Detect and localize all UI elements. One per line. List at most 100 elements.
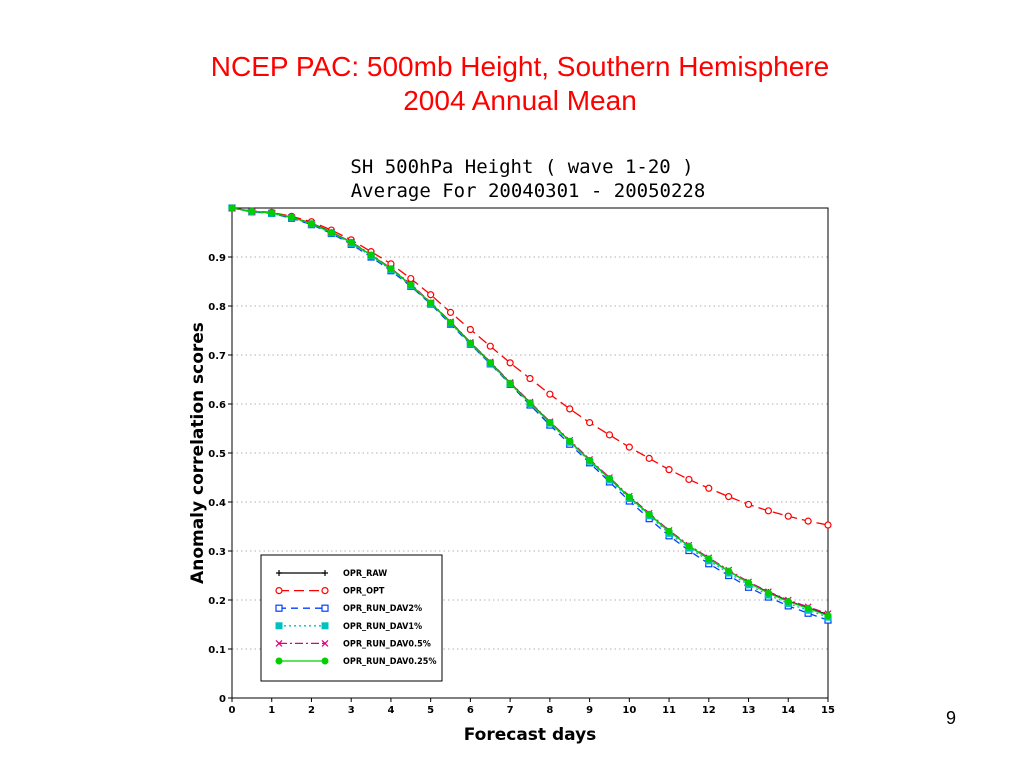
data-point [744, 500, 753, 509]
data-point [566, 405, 574, 413]
legend-marker [275, 586, 283, 595]
data-point [486, 359, 494, 367]
series-OPR_RUN_DAV0.25% [228, 204, 832, 620]
y-tick-label: 0.9 [208, 253, 226, 264]
y-tick-label: 0.1 [208, 645, 226, 656]
page-number: 9 [946, 708, 957, 728]
data-point [784, 512, 792, 520]
x-tick-label: 15 [821, 705, 835, 716]
data-point [526, 399, 534, 407]
x-tick-label: 12 [702, 705, 716, 716]
x-tick-label: 7 [507, 705, 514, 716]
data-point [745, 579, 753, 587]
data-point [506, 359, 514, 367]
data-point [665, 466, 673, 474]
data-point [446, 308, 455, 316]
data-point [685, 475, 693, 484]
data-point [466, 339, 474, 347]
y-axis-label: Anomaly correlation scores [188, 322, 208, 584]
x-tick-label: 11 [662, 705, 676, 716]
data-point [625, 443, 633, 451]
series-lines [228, 204, 832, 624]
chart-subtitle: Average For 20040301 - 20050228 [351, 180, 706, 202]
series-line [231, 207, 829, 526]
legend-label: OPR_RAW [343, 569, 387, 579]
axis-ticks: 00.10.20.30.40.50.60.70.80.90 1 2 3 4 5 6 7 8 9 10… [208, 253, 835, 716]
legend-label: OPR_RUN_DAV1% [343, 622, 422, 632]
data-point [466, 325, 474, 334]
data-point [705, 484, 713, 492]
data-point [605, 431, 614, 439]
data-point [764, 507, 773, 515]
legend-label: OPR_RUN_DAV0.25% [343, 657, 436, 667]
data-point [725, 493, 733, 501]
legend-box [260, 554, 443, 682]
data-point [407, 274, 415, 283]
slide-title-line-2: 2004 Annual Mean [403, 85, 637, 116]
legend-item: OPR_RUN_DAV0.5% [275, 639, 431, 649]
y-tick-label: 0 [219, 694, 226, 705]
y-tick-label: 0.6 [208, 400, 226, 411]
slide-title-line-1: NCEP PAC: 500mb Height, Southern Hemisph… [210, 51, 830, 82]
data-point [407, 281, 415, 289]
legend-item: OPR_RUN_DAV1% [275, 622, 422, 632]
data-point [824, 521, 832, 529]
legend-label: OPR_RUN_DAV2% [343, 604, 422, 614]
data-point [367, 251, 375, 259]
data-point [268, 209, 276, 217]
data-point [645, 454, 653, 462]
data-point [685, 542, 693, 550]
x-tick-label: 3 [348, 705, 355, 716]
slide-title: NCEP PAC: 500mb Height, Southern Hemisph… [0, 50, 1024, 118]
data-point [347, 238, 355, 246]
legend-label: OPR_RUN_DAV0.5% [343, 639, 431, 649]
legend-marker [321, 657, 329, 665]
data-point [228, 204, 236, 212]
x-tick-label: 4 [387, 705, 394, 716]
data-point [645, 510, 653, 518]
data-point [625, 493, 633, 501]
data-point [665, 527, 673, 535]
series-line [231, 207, 829, 615]
legend-item: OPR_RUN_DAV2% [275, 604, 422, 614]
legend-marker [321, 639, 329, 647]
data-point [764, 589, 772, 597]
data-point [288, 213, 296, 221]
x-tick-label: 10 [622, 705, 636, 716]
legend-item: OPR_RAW [276, 569, 387, 579]
data-point [705, 555, 713, 563]
data-point [526, 374, 534, 383]
x-tick-label: 5 [427, 705, 434, 716]
legend-marker [275, 657, 283, 665]
legend-marker [321, 586, 329, 595]
legend-marker [275, 604, 283, 612]
data-point [427, 291, 435, 299]
y-tick-label: 0.2 [208, 596, 226, 607]
x-tick-label: 2 [308, 705, 315, 716]
y-tick-label: 0.4 [208, 498, 226, 509]
data-point [546, 390, 554, 398]
data-point [387, 265, 395, 273]
series-line [231, 207, 829, 616]
legend-marker [322, 570, 328, 576]
legend-label: OPR_OPT [343, 587, 385, 597]
x-tick-label: 8 [546, 705, 553, 716]
legend-marker [275, 622, 283, 630]
y-tick-label: 0.3 [208, 547, 226, 558]
legend-marker [276, 570, 282, 576]
x-axis-label: Forecast days [464, 725, 597, 745]
data-point [327, 229, 335, 236]
legend-marker [275, 639, 283, 647]
data-point [725, 567, 733, 575]
y-tick-label: 0.5 [208, 449, 226, 460]
data-point [447, 319, 455, 327]
legend: OPR_RAW OPR_OPT OPR_RUN_DAV2% OPR_RUN_DAV1%… [260, 554, 443, 682]
x-tick-label: 0 [229, 705, 236, 716]
legend-marker [321, 622, 329, 630]
data-point [804, 517, 812, 525]
x-tick-label: 9 [586, 705, 593, 716]
legend-item: OPR_RUN_DAV0.25% [275, 657, 436, 667]
legend-marker [321, 604, 329, 612]
data-point [566, 437, 574, 445]
